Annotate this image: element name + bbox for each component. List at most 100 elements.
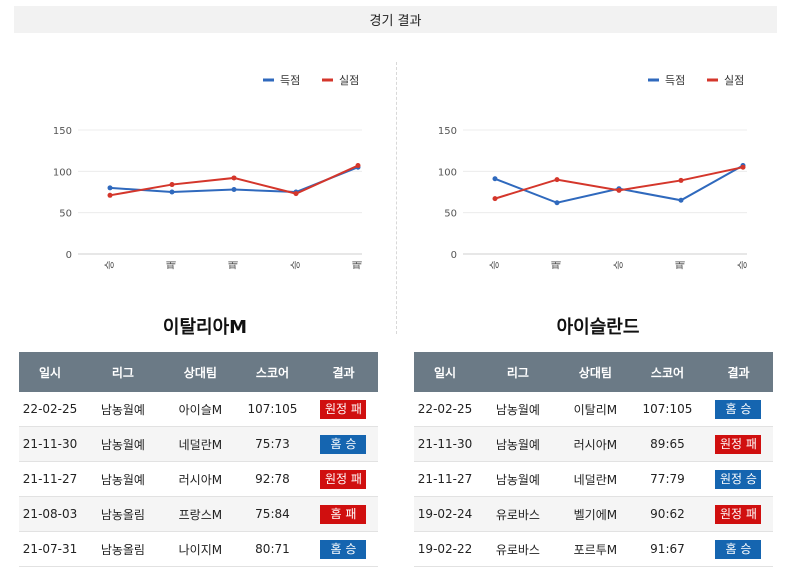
cell-league: 남농올림 bbox=[81, 531, 165, 567]
cell-score: 107:105 bbox=[235, 392, 309, 427]
result-badge: 홈 승 bbox=[320, 434, 367, 454]
data-point-conceded bbox=[169, 182, 175, 188]
data-point-conceded bbox=[492, 196, 498, 202]
y-tick-label: 50 bbox=[444, 209, 457, 220]
table-header-row: 일시 리그 상대팀 스코어 결과 bbox=[19, 352, 378, 392]
data-point-scored bbox=[231, 187, 237, 193]
cell-league: 남농올림 bbox=[81, 496, 165, 532]
cell-date: 22-02-25 bbox=[19, 392, 82, 427]
cell-score: 89:65 bbox=[630, 426, 704, 462]
cell-league: 남농월예 bbox=[81, 392, 165, 427]
team-title-away: 아이슬란드 bbox=[556, 317, 640, 338]
chart-legend: 득점 실점 bbox=[648, 74, 744, 87]
legend-label-conceded: 실점 bbox=[339, 74, 359, 87]
cell-score: 77:79 bbox=[630, 461, 704, 497]
cell-opponent: 네덜란M bbox=[559, 461, 631, 497]
cell-opponent: 나이지M bbox=[164, 531, 236, 567]
x-tick-label: 패 bbox=[166, 260, 178, 269]
x-tick-label: 승 bbox=[737, 260, 749, 269]
table-row: 21-11-27 남농월예 러시아M 92:78 원정 패 bbox=[19, 461, 378, 497]
chart-iceland-svg: 득점 실점 0 50 100 150 승 패 승 패 승 bbox=[438, 74, 749, 270]
cell-score: 80:71 bbox=[235, 531, 309, 567]
table-row: 21-11-27 남농월예 네덜란M 77:79 원정 승 bbox=[414, 461, 773, 497]
x-tick-label: 패 bbox=[675, 260, 687, 269]
result-badge: 원정 패 bbox=[320, 399, 367, 419]
results-table-home: 일시 리그 상대팀 스코어 결과 22-02-25 남농월예 아이슬M 107:105… bbox=[19, 352, 378, 567]
y-tick-label: 0 bbox=[66, 250, 72, 261]
table-row: 21-07-31 남농올림 나이지M 80:71 홈 승 bbox=[19, 531, 378, 567]
y-tick-label: 100 bbox=[438, 167, 457, 178]
cell-league: 유로바스 bbox=[476, 496, 560, 532]
y-tick-label: 100 bbox=[53, 167, 72, 178]
col-league: 리그 bbox=[476, 352, 560, 392]
chart-legend: 득점 실점 bbox=[263, 74, 359, 87]
cell-date: 21-11-27 bbox=[414, 461, 477, 497]
legend-label-scored: 득점 bbox=[280, 74, 300, 87]
y-tick-label: 0 bbox=[451, 250, 457, 261]
col-score: 스코어 bbox=[630, 352, 704, 392]
table-header-row: 일시 리그 상대팀 스코어 결과 bbox=[414, 352, 773, 392]
column-divider bbox=[396, 62, 397, 334]
cell-score: 107:105 bbox=[630, 392, 704, 427]
table-row: 22-02-25 남농월예 이탈리M 107:105 홈 승 bbox=[414, 392, 773, 427]
col-opponent: 상대팀 bbox=[164, 352, 236, 392]
x-tick-label: 승 bbox=[290, 260, 302, 269]
cell-date: 21-08-03 bbox=[19, 496, 82, 532]
data-point-conceded bbox=[616, 187, 622, 193]
data-point-scored bbox=[492, 176, 498, 182]
data-point-conceded bbox=[107, 192, 113, 198]
chart-italy: 득점 실점 0 50 100 150 승 패 패 승 패 bbox=[20, 60, 380, 280]
col-date: 일시 bbox=[19, 352, 82, 392]
cell-opponent: 이탈리M bbox=[559, 392, 631, 427]
data-point-conceded bbox=[678, 177, 684, 183]
cell-result: 홈 승 bbox=[308, 531, 378, 567]
col-opponent: 상대팀 bbox=[559, 352, 631, 392]
cell-result: 원정 패 bbox=[703, 426, 773, 462]
cell-score: 92:78 bbox=[235, 461, 309, 497]
data-point-scored bbox=[678, 197, 684, 203]
cell-score: 90:62 bbox=[630, 496, 704, 532]
cell-score: 75:73 bbox=[235, 426, 309, 462]
team-title-home: 이탈리아M bbox=[162, 317, 248, 338]
cell-date: 21-11-30 bbox=[414, 426, 477, 462]
section-header: 경기 결과 bbox=[14, 6, 777, 33]
cell-date: 19-02-22 bbox=[414, 531, 477, 567]
cell-opponent: 러시아M bbox=[164, 461, 236, 497]
cell-opponent: 아이슬M bbox=[164, 392, 236, 427]
result-badge: 원정 패 bbox=[715, 434, 762, 454]
results-table-away: 일시 리그 상대팀 스코어 결과 22-02-25 남농월예 이탈리M 107:105… bbox=[414, 352, 773, 567]
chart-iceland: 득점 실점 0 50 100 150 승 패 승 패 승 bbox=[405, 60, 765, 280]
table-row: 19-02-24 유로바스 벨기에M 90:62 원정 패 bbox=[414, 496, 773, 532]
cell-opponent: 프랑스M bbox=[164, 496, 236, 532]
data-point-conceded bbox=[231, 175, 237, 181]
cell-result: 원정 승 bbox=[703, 461, 773, 497]
table-row: 21-08-03 남농올림 프랑스M 75:84 홈 패 bbox=[19, 496, 378, 532]
cell-league: 남농월예 bbox=[476, 392, 560, 427]
cell-date: 21-11-30 bbox=[19, 426, 82, 462]
cell-score: 91:67 bbox=[630, 531, 704, 567]
cell-result: 원정 패 bbox=[308, 461, 378, 497]
result-badge: 원정 패 bbox=[320, 469, 367, 489]
result-badge: 원정 승 bbox=[715, 469, 762, 489]
col-result: 결과 bbox=[308, 352, 378, 392]
cell-result: 홈 승 bbox=[703, 531, 773, 567]
result-badge: 홈 승 bbox=[320, 539, 367, 559]
section-title: 경기 결과 bbox=[369, 14, 422, 29]
chart-italy-svg: 득점 실점 0 50 100 150 승 패 패 승 패 bbox=[53, 74, 364, 270]
y-tick-label: 150 bbox=[53, 126, 72, 137]
cell-league: 남농월예 bbox=[476, 426, 560, 462]
x-tick-label: 패 bbox=[228, 260, 240, 269]
legend-label-scored: 득점 bbox=[665, 74, 685, 87]
x-tick-label: 패 bbox=[551, 260, 563, 269]
cell-opponent: 포르투M bbox=[559, 531, 631, 567]
result-badge: 원정 패 bbox=[715, 504, 762, 524]
cell-result: 홈 승 bbox=[703, 392, 773, 427]
data-point-conceded bbox=[554, 177, 560, 183]
data-point-conceded bbox=[740, 164, 746, 170]
result-badge: 홈 패 bbox=[320, 504, 367, 524]
y-tick-label: 150 bbox=[438, 126, 457, 137]
cell-result: 홈 승 bbox=[308, 426, 378, 462]
cell-date: 19-02-24 bbox=[414, 496, 477, 532]
cell-league: 남농월예 bbox=[476, 461, 560, 497]
table-row: 21-11-30 남농월예 러시아M 89:65 원정 패 bbox=[414, 426, 773, 462]
